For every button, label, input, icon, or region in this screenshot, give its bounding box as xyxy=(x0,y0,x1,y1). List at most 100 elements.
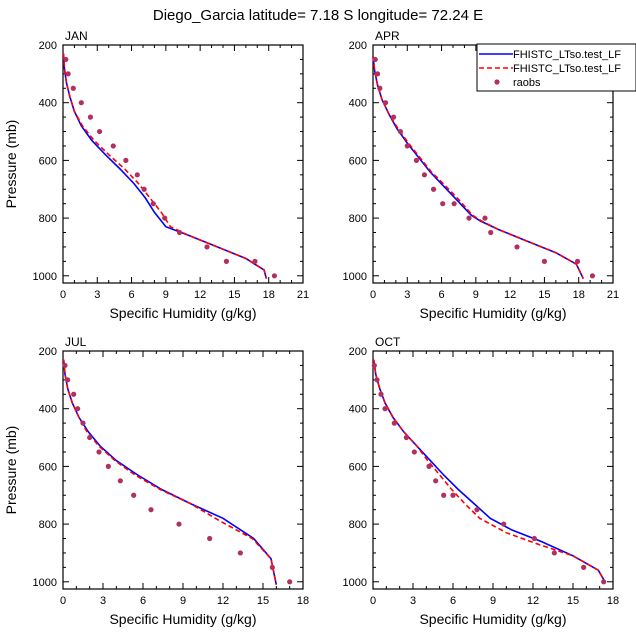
raobs-point xyxy=(451,201,457,207)
y-tick-label: 400 xyxy=(349,404,367,416)
x-axis-label: Specific Humidity (g/kg) xyxy=(419,305,566,321)
y-tick-label: 800 xyxy=(39,213,57,225)
x-tick-label: 15 xyxy=(257,595,269,607)
x-tick-label: 12 xyxy=(194,289,206,301)
x-tick-label: 0 xyxy=(60,595,66,607)
x-tick-label: 21 xyxy=(607,289,619,301)
raobs-point xyxy=(421,172,428,178)
x-tick-label: 21 xyxy=(297,289,309,301)
y-tick-label: 600 xyxy=(39,155,57,167)
raobs-point xyxy=(488,229,494,236)
raobs-point xyxy=(391,420,397,426)
raobs-point xyxy=(223,258,230,264)
raobs-point xyxy=(397,128,404,135)
raobs-point xyxy=(162,215,168,221)
raobs-point xyxy=(63,56,69,63)
legend-label: FHISTC_LTso.test_LF xyxy=(513,49,621,61)
panel-apr: 0 3 6 9 12 15 18 21 200 400 600 800 1000 APR Specific … xyxy=(343,29,620,321)
raobs-point xyxy=(176,521,182,527)
x-axis-label: Specific Humidity (g/kg) xyxy=(109,611,256,627)
series-line-solid xyxy=(62,53,268,279)
x-tick-label: 15 xyxy=(228,289,240,301)
series-line-dashed xyxy=(372,359,606,583)
raobs-point xyxy=(411,449,417,455)
raobs-point xyxy=(96,449,102,455)
raobs-point xyxy=(374,71,381,77)
y-tick-label: 400 xyxy=(39,404,57,416)
y-tick-label: 1000 xyxy=(33,271,57,283)
raobs-point xyxy=(589,273,596,279)
panel-jul: 0 3 6 9 12 15 18 200 400 600 800 1000 JUL Specific Hu… xyxy=(3,335,309,627)
raobs-point xyxy=(390,114,397,120)
raobs-point xyxy=(87,434,93,441)
raobs-point xyxy=(450,492,456,498)
panel-label: APR xyxy=(375,29,400,43)
series-line-solid xyxy=(372,359,606,583)
raobs-point xyxy=(148,507,154,513)
raobs-point xyxy=(430,186,437,192)
raobs-point xyxy=(204,244,210,250)
y-tick-label: 800 xyxy=(349,213,367,225)
y-tick-label: 1000 xyxy=(343,577,367,589)
raobs-point xyxy=(581,564,587,570)
raobs-point xyxy=(541,258,548,264)
raobs-point xyxy=(150,201,156,207)
y-tick-label: 800 xyxy=(39,519,57,531)
raobs-point xyxy=(372,56,378,63)
raobs-point xyxy=(466,215,472,221)
x-tick-label: 9 xyxy=(473,289,479,301)
x-tick-label: 12 xyxy=(504,289,516,301)
raobs-point xyxy=(75,406,81,412)
panel-label: JUL xyxy=(65,335,87,349)
panel-jan: 0 3 6 9 12 15 18 21 200 400 600 800 1000 JAN Specific … xyxy=(3,29,309,321)
raobs-point xyxy=(96,128,103,135)
panel-label: OCT xyxy=(375,335,401,349)
raobs-point xyxy=(78,100,84,106)
raobs-point xyxy=(237,550,243,556)
raobs-point xyxy=(110,143,116,149)
y-tick-label: 400 xyxy=(349,98,367,110)
panel-label: JAN xyxy=(65,29,88,43)
panel-oct: 0 3 6 9 12 15 18 200 400 600 800 1000 OCT Specific Hu… xyxy=(343,335,620,627)
y-tick-label: 400 xyxy=(39,98,57,110)
y-tick-label: 200 xyxy=(39,40,57,52)
legend: FHISTC_LTso.test_LF FHISTC_LTso.test_LFra… xyxy=(476,43,636,92)
raobs-point xyxy=(413,157,420,163)
raobs-point xyxy=(141,186,147,192)
series-line-dashed xyxy=(62,53,268,279)
raobs-point xyxy=(574,258,581,264)
x-axis-label: Specific Humidity (g/kg) xyxy=(109,305,256,321)
y-tick-label: 800 xyxy=(349,519,367,531)
x-tick-label: 3 xyxy=(404,289,410,301)
x-tick-label: 6 xyxy=(450,595,456,607)
x-tick-label: 9 xyxy=(180,595,186,607)
y-tick-label: 600 xyxy=(349,155,367,167)
y-tick-label: 200 xyxy=(349,346,367,358)
x-axis-label: Specific Humidity (g/kg) xyxy=(419,611,566,627)
y-tick-label: 200 xyxy=(39,346,57,358)
y-tick-label: 200 xyxy=(349,40,367,52)
raobs-point xyxy=(440,201,446,207)
x-tick-label: 6 xyxy=(140,595,146,607)
raobs-point xyxy=(123,157,129,163)
raobs-point xyxy=(269,564,275,570)
x-tick-label: 12 xyxy=(217,595,229,607)
raobs-point xyxy=(382,100,389,106)
raobs-point xyxy=(404,143,410,149)
x-tick-label: 3 xyxy=(410,595,416,607)
raobs-point xyxy=(501,521,507,527)
raobs-point xyxy=(271,273,278,279)
raobs-point xyxy=(514,244,520,250)
raobs-point xyxy=(207,535,213,542)
raobs-point xyxy=(474,507,480,513)
raobs-point xyxy=(62,362,68,369)
raobs-point xyxy=(105,463,111,469)
y-axis-label: Pressure (mb) xyxy=(3,120,19,209)
raobs-point xyxy=(531,535,537,542)
x-tick-label: 18 xyxy=(573,289,585,301)
y-tick-label: 600 xyxy=(349,461,367,473)
raobs-point xyxy=(287,579,293,585)
x-tick-label: 15 xyxy=(567,595,579,607)
raobs-point xyxy=(87,114,94,120)
